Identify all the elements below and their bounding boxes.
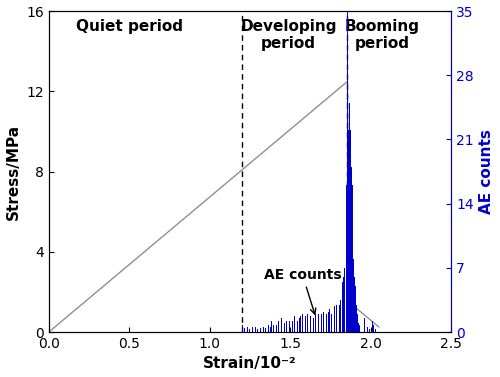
Bar [369,329,370,332]
Bar [284,323,285,332]
Bar [349,103,350,332]
Text: Developing
period: Developing period [240,19,337,52]
Bar [315,314,316,332]
Bar [273,325,274,332]
Bar [268,325,269,332]
Bar [343,277,344,332]
Bar [372,321,373,332]
Bar [355,259,356,332]
Bar [252,326,253,332]
Bar [351,167,352,332]
Bar [283,321,284,332]
Bar [249,329,250,332]
Bar [307,314,308,332]
Bar [332,309,334,332]
Text: AE counts: AE counts [264,268,341,314]
Y-axis label: Stress/MPa: Stress/MPa [6,124,20,220]
Bar [342,282,343,332]
Bar [266,326,268,332]
Bar [345,259,346,332]
Bar [274,323,276,332]
Bar [292,321,293,332]
Bar [257,329,258,332]
Bar [356,309,358,332]
Bar [357,314,358,332]
Bar [300,316,301,332]
Bar [354,277,355,332]
Bar [352,222,353,332]
Bar [340,295,342,332]
Bar [289,321,290,332]
Bar [334,307,335,332]
Bar [370,325,371,332]
Bar [316,309,317,332]
Bar [324,309,326,332]
Bar [373,325,374,332]
Bar [346,130,347,332]
Bar [291,318,292,332]
Bar [353,240,354,332]
Bar [350,130,351,332]
Bar [348,167,349,332]
Bar [265,328,266,332]
Bar [276,325,277,332]
Bar [281,318,282,332]
Bar [308,318,309,332]
Bar [331,314,332,332]
Bar [358,323,359,332]
Bar [258,326,259,332]
Y-axis label: AE counts: AE counts [480,129,494,214]
Bar [326,314,327,332]
Bar [355,286,356,332]
Bar [250,328,251,332]
Bar [260,328,261,332]
Bar [310,316,311,332]
Bar [318,314,319,332]
Bar [242,325,243,332]
Text: Booming
period: Booming period [344,19,420,52]
Bar [347,11,348,332]
Bar [323,312,324,332]
Bar [356,305,357,332]
Bar [339,305,340,332]
Bar [299,318,300,332]
X-axis label: Strain/10⁻²: Strain/10⁻² [204,356,297,371]
Text: Quiet period: Quiet period [76,19,183,34]
